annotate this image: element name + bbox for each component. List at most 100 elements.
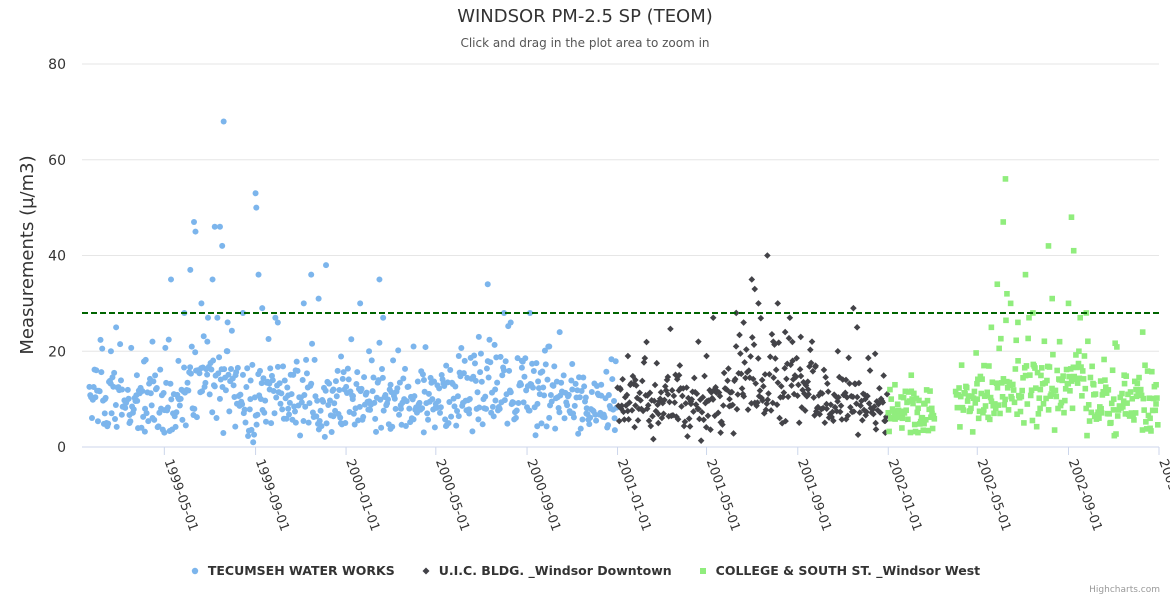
data-point[interactable] — [1126, 413, 1133, 419]
data-point[interactable] — [737, 350, 744, 357]
data-point[interactable] — [469, 428, 476, 435]
data-point[interactable] — [1153, 401, 1159, 407]
data-point[interactable] — [431, 424, 438, 431]
data-point[interactable] — [147, 390, 154, 397]
data-point[interactable] — [1059, 377, 1066, 384]
data-point[interactable] — [471, 352, 478, 359]
data-point[interactable] — [969, 429, 976, 435]
data-point[interactable] — [378, 366, 385, 373]
data-point[interactable] — [367, 406, 374, 413]
data-point[interactable] — [991, 410, 997, 417]
data-point[interactable] — [466, 396, 473, 403]
data-point[interactable] — [1136, 374, 1142, 381]
data-point[interactable] — [280, 363, 287, 370]
data-point[interactable] — [778, 382, 785, 390]
data-point[interactable] — [973, 350, 979, 356]
data-point[interactable] — [532, 432, 539, 439]
data-point[interactable] — [835, 394, 842, 401]
data-point[interactable] — [795, 381, 802, 389]
data-point[interactable] — [1056, 338, 1063, 345]
data-point[interactable] — [211, 223, 218, 230]
data-point[interactable] — [1022, 372, 1029, 379]
data-point[interactable] — [266, 386, 273, 393]
data-point[interactable] — [686, 423, 694, 430]
data-point[interactable] — [565, 391, 572, 398]
data-point[interactable] — [534, 423, 541, 430]
data-point[interactable] — [485, 374, 492, 381]
data-point[interactable] — [858, 397, 865, 405]
data-point[interactable] — [1114, 344, 1120, 350]
data-point[interactable] — [379, 374, 386, 381]
data-point[interactable] — [1114, 413, 1121, 419]
data-point[interactable] — [489, 403, 496, 410]
data-point[interactable] — [312, 393, 319, 400]
data-point[interactable] — [740, 319, 747, 326]
data-point[interactable] — [1004, 291, 1010, 297]
data-point[interactable] — [479, 421, 486, 428]
data-point[interactable] — [927, 388, 933, 394]
data-point[interactable] — [824, 388, 832, 395]
data-point[interactable] — [153, 385, 160, 392]
data-point[interactable] — [766, 371, 773, 378]
data-point[interactable] — [389, 423, 396, 430]
data-point[interactable] — [725, 365, 732, 372]
data-point[interactable] — [130, 406, 137, 413]
data-point[interactable] — [1023, 363, 1030, 369]
data-point[interactable] — [669, 411, 677, 419]
data-point[interactable] — [769, 399, 777, 407]
data-point[interactable] — [1019, 387, 1025, 394]
data-point[interactable] — [789, 338, 796, 346]
data-point[interactable] — [580, 374, 587, 381]
data-point[interactable] — [406, 405, 413, 412]
data-point[interactable] — [762, 406, 770, 414]
data-point[interactable] — [533, 360, 540, 367]
data-point[interactable] — [309, 340, 316, 347]
data-point[interactable] — [228, 366, 235, 373]
data-point[interactable] — [876, 409, 884, 416]
series-1[interactable] — [86, 118, 620, 446]
data-point[interactable] — [674, 415, 682, 423]
data-point[interactable] — [592, 411, 599, 418]
data-point[interactable] — [681, 418, 689, 426]
data-point[interactable] — [1121, 380, 1128, 387]
data-point[interactable] — [376, 339, 383, 346]
data-point[interactable] — [989, 379, 996, 386]
data-point[interactable] — [499, 372, 506, 379]
data-point[interactable] — [1070, 364, 1077, 371]
data-point[interactable] — [659, 399, 667, 407]
data-point[interactable] — [994, 384, 1001, 391]
data-point[interactable] — [486, 336, 493, 343]
data-point[interactable] — [1053, 393, 1060, 400]
data-point[interactable] — [1095, 409, 1101, 415]
data-point[interactable] — [502, 358, 509, 365]
data-point[interactable] — [679, 385, 687, 392]
data-point[interactable] — [466, 410, 473, 417]
data-point[interactable] — [618, 402, 626, 409]
data-point[interactable] — [836, 408, 844, 416]
data-point[interactable] — [668, 387, 676, 394]
data-point[interactable] — [1155, 422, 1161, 428]
data-point[interactable] — [518, 381, 525, 388]
data-point[interactable] — [996, 345, 1002, 352]
data-point[interactable] — [578, 387, 585, 394]
data-point[interactable] — [213, 414, 220, 421]
data-point[interactable] — [793, 354, 800, 362]
data-point[interactable] — [1010, 381, 1016, 388]
data-point[interactable] — [909, 396, 915, 402]
data-point[interactable] — [1110, 396, 1117, 402]
data-point[interactable] — [853, 324, 861, 331]
data-point[interactable] — [1092, 391, 1099, 397]
data-point[interactable] — [548, 398, 555, 405]
data-point[interactable] — [321, 433, 328, 440]
data-point[interactable] — [987, 394, 994, 401]
data-point[interactable] — [1098, 405, 1104, 412]
data-point[interactable] — [1097, 378, 1104, 384]
data-point[interactable] — [316, 418, 323, 425]
data-point[interactable] — [124, 386, 131, 393]
data-point[interactable] — [366, 348, 373, 355]
data-point[interactable] — [692, 401, 700, 408]
data-point[interactable] — [698, 408, 706, 416]
data-point[interactable] — [152, 372, 159, 379]
data-point[interactable] — [576, 374, 583, 381]
data-point[interactable] — [968, 405, 974, 412]
